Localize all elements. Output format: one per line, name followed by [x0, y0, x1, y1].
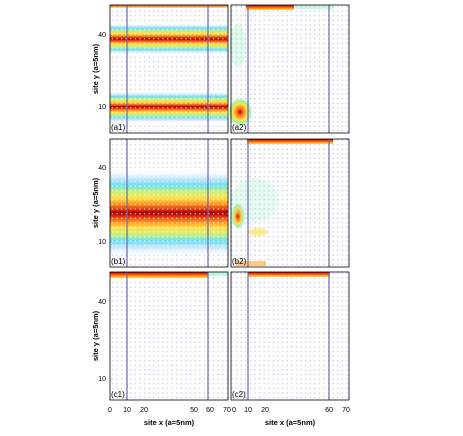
panel-label-a2: (a2) [232, 123, 247, 132]
y-tick-a-40: 40 [98, 32, 106, 39]
panel-a2-corner-blob [227, 97, 253, 127]
panel-label-c1: (c1) [111, 390, 125, 399]
panel-label-a1: (a1) [111, 123, 126, 132]
x-tick-right-70: 70 [342, 407, 350, 414]
y-axis-label-row-b: site y (a=5nm) [91, 177, 100, 228]
x-tick-left-0: 0 [108, 407, 112, 414]
panel-a2: (a2) [227, 4, 350, 134]
x-axis-label-left: site x (a=5nm) [144, 418, 195, 427]
panel-b2-bottom-edge [236, 261, 266, 266]
x-tick-left-60: 60 [206, 407, 214, 414]
panel-c1-top-arrows [110, 272, 208, 278]
y-tick-c-40: 40 [98, 299, 106, 306]
panel-c1-frame [109, 271, 229, 401]
x-tick-right-10: 10 [244, 407, 252, 414]
panel-b1-frame [109, 138, 229, 268]
panel-b2: (b2) [230, 138, 350, 268]
y-axis-label-row-c: site y (a=5nm) [91, 310, 100, 361]
panel-b2-top-arrows [247, 139, 333, 144]
x-tick-right-0: 0 [232, 407, 236, 414]
panel-c2-vector-field [231, 272, 349, 400]
y-tick-b-40: 40 [98, 165, 106, 172]
x-axis-label-right: site x (a=5nm) [265, 418, 316, 427]
y-axis-label-row-a: site y (a=5nm) [91, 43, 100, 94]
x-tick-right-60: 60 [325, 407, 333, 414]
x-tick-right-20: 20 [261, 407, 269, 414]
x-tick-left-70: 70 [223, 407, 231, 414]
panel-label-b1: (b1) [111, 257, 126, 266]
panel-c2-top-arrows [248, 272, 330, 277]
panel-a2-top-arrows [246, 5, 294, 10]
y-tick-b-10: 10 [98, 239, 106, 246]
x-tick-left-20: 20 [140, 407, 148, 414]
panel-a2-frame [230, 4, 350, 134]
y-tick-a-10: 10 [98, 104, 106, 111]
panel-a2-edge-glow [230, 23, 246, 67]
y-tick-c-10: 10 [98, 376, 106, 383]
panel-label-c2: (c2) [232, 390, 246, 399]
panel-a1-top-edge [110, 5, 228, 8]
panel-c2-frame [230, 271, 350, 401]
x-tick-left-50: 50 [190, 407, 198, 414]
panel-b2-edge-blob [231, 202, 245, 230]
panel-a1-frame [109, 4, 229, 134]
panel-a1: (a1) [109, 4, 229, 134]
panel-c2: (c2) [230, 271, 350, 401]
panel-b2-frame [230, 138, 350, 268]
panel-b1: (b1) [109, 138, 229, 268]
panel-c1: (c1) [109, 271, 229, 401]
panel-c1-vector-field [110, 272, 228, 400]
panel-label-b2: (b2) [232, 257, 247, 266]
x-tick-left-10: 10 [123, 407, 131, 414]
